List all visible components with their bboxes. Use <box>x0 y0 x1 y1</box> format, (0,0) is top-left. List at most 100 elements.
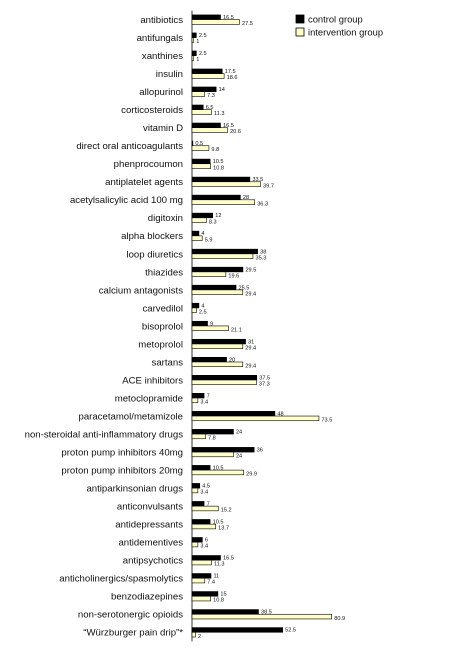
data-label-intervention-group: 3.4 <box>200 544 208 550</box>
category-label: direct oral anticoagulants <box>76 141 183 152</box>
bar-intervention-group <box>191 307 197 313</box>
data-label-control-group: 7 <box>207 502 210 508</box>
category-label: alpha blockers <box>121 231 183 242</box>
bar-intervention-group <box>191 73 225 79</box>
data-label-intervention-group: 2.5 <box>199 309 207 315</box>
data-label-intervention-group: 2 <box>198 634 201 640</box>
data-label-intervention-group: 24 <box>236 454 242 460</box>
data-label-intervention-group: 19.6 <box>228 273 239 279</box>
data-label-control-group: 37.5 <box>259 375 270 381</box>
category-label: loop diuretics <box>126 249 183 260</box>
bar-control-group <box>191 14 221 20</box>
category-label: antidementives <box>118 538 183 549</box>
bar-control-group <box>191 302 200 309</box>
category-label: proton pump inhibitors 40mg <box>61 447 183 458</box>
data-label-control-group: 15 <box>220 592 226 598</box>
bar-control-group <box>191 32 197 38</box>
data-label-intervention-group: 73.5 <box>321 418 332 424</box>
bar-intervention-group <box>191 271 227 277</box>
legend-swatch-control-group <box>295 14 305 24</box>
legend-label-control-group: control group <box>308 14 363 25</box>
data-label-control-group: 2.5 <box>199 33 207 39</box>
bar-intervention-group <box>191 559 212 566</box>
bar-intervention-group <box>191 163 211 169</box>
category-label: non-steroidal anti-inflammatory drugs <box>25 429 184 440</box>
data-label-control-group: 7 <box>207 393 210 399</box>
bar-control-group <box>191 356 227 363</box>
category-label: anticholinergics/spasmolytics <box>59 574 183 585</box>
category-label: vitamin D <box>143 123 183 134</box>
bar-control-group <box>191 393 205 399</box>
data-label-control-group: 12 <box>215 213 221 219</box>
category-label: paracetamol/metamizole <box>78 411 183 422</box>
data-label-intervention-group: 29.4 <box>245 363 256 369</box>
category-label: non-serotonergic opioids <box>78 610 183 621</box>
bar-intervention-group <box>191 91 205 97</box>
category-label: thiazides <box>145 267 183 278</box>
category-label: proton pump inhibitors 20mg <box>61 466 183 477</box>
category-label: corticosteroids <box>121 105 183 116</box>
data-label-intervention-group: 7.4 <box>207 580 215 586</box>
bar-intervention-group <box>191 37 195 43</box>
data-label-intervention-group: 29.4 <box>245 291 256 297</box>
data-label-control-group: 52.5 <box>285 628 296 634</box>
data-label-intervention-group: 9.8 <box>211 147 219 153</box>
bar-control-group <box>191 555 221 561</box>
data-label-intervention-group: 7.3 <box>207 93 215 99</box>
category-label: acetylsalicylic acid 100 mg <box>70 195 183 206</box>
data-label-intervention-group: 37.3 <box>259 382 270 388</box>
category-label: bisoprolol <box>142 321 183 332</box>
bar-intervention-group <box>191 541 199 548</box>
data-label-intervention-group: 1 <box>196 57 199 63</box>
data-label-intervention-group: 1 <box>196 39 199 45</box>
bar-intervention-group <box>191 595 211 602</box>
bar-intervention-group <box>191 109 212 115</box>
bar-control-group <box>191 501 205 507</box>
bar-intervention-group <box>191 235 203 241</box>
legend-swatch-intervention-group <box>295 27 305 37</box>
bar-intervention-group <box>191 523 216 530</box>
data-label-control-group: 31 <box>248 339 254 345</box>
bar-intervention-group <box>191 145 210 151</box>
bar-intervention-group <box>191 613 333 620</box>
category-label: allopurinol <box>139 87 183 98</box>
bar-control-group <box>191 573 212 579</box>
data-label-control-group: 6.5 <box>206 105 214 111</box>
data-label-intervention-group: 36.3 <box>257 201 268 207</box>
bar-intervention-group <box>191 361 244 367</box>
category-label: ACE inhibitors <box>122 375 183 386</box>
data-label-intervention-group: 11.3 <box>214 111 224 117</box>
bar-intervention-group <box>191 181 261 187</box>
bar-intervention-group <box>191 505 219 512</box>
data-label-control-group: 33.5 <box>252 177 263 183</box>
bar-control-group <box>191 320 208 327</box>
data-label-control-group: 4 <box>201 303 204 309</box>
category-label: phenprocoumon <box>114 159 183 170</box>
bar-intervention-group <box>191 397 199 404</box>
data-label-control-group: 28 <box>243 195 249 201</box>
data-label-control-group: 14 <box>219 87 225 93</box>
data-label-intervention-group: 29.4 <box>245 345 256 351</box>
bar-intervention-group <box>191 433 206 440</box>
data-label-control-group: 10.5 <box>213 159 224 165</box>
category-label: antidepressants <box>115 520 183 531</box>
category-label: carvedilol <box>142 303 183 314</box>
bar-intervention-group <box>191 487 199 494</box>
category-label: benzodiazepines <box>111 592 183 603</box>
data-label-intervention-group: 29.9 <box>246 472 257 478</box>
data-label-control-group: 38.5 <box>261 610 272 616</box>
data-label-control-group: 29.5 <box>245 267 256 273</box>
bar-intervention-group <box>191 577 206 584</box>
data-label-control-group: 36 <box>257 447 263 453</box>
category-label: sartans <box>152 357 184 368</box>
category-label: antibiotics <box>140 15 183 26</box>
category-label: anticonvulsants <box>117 502 183 513</box>
bar-control-group <box>191 609 259 615</box>
category-label: antifungals <box>137 33 184 44</box>
bar-control-group <box>191 230 200 237</box>
data-label-control-group: 24 <box>236 429 242 435</box>
data-label-intervention-group: 10.8 <box>213 165 224 171</box>
bar-intervention-group <box>191 55 195 61</box>
bar-control-group <box>191 519 211 525</box>
